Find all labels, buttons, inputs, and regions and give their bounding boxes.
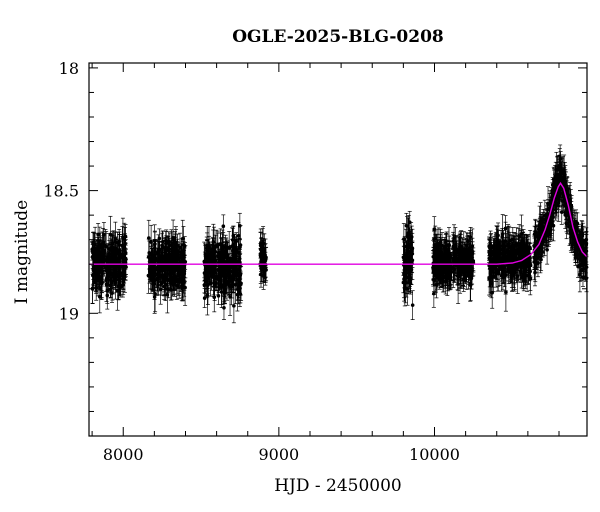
data-point [183,269,188,306]
data-point [155,269,160,288]
y-tick-label: 18.5 [43,182,79,201]
data-point [111,246,116,278]
data-point [147,240,152,266]
data-point [107,240,112,258]
data-point [532,225,537,243]
data-point [182,236,187,256]
data-points-layer [90,144,589,324]
data-point [150,261,155,293]
x-tick-label: 8000 [103,445,144,464]
data-point [236,222,241,250]
data-point [96,236,101,269]
y-tick-label: 19 [59,304,79,323]
data-point [122,222,127,255]
chart-title: OGLE-2025-BLG-0208 [232,27,444,47]
data-point [160,230,165,264]
data-point [157,228,162,249]
x-tick-label: 9000 [259,445,300,464]
data-point [410,290,415,321]
data-point [104,247,109,274]
data-point [100,248,105,269]
data-point [176,265,181,285]
data-point [165,253,170,272]
x-axis-label: HJD - 2450000 [274,476,402,496]
data-point [122,257,127,293]
data-point [92,245,97,273]
y-axis-label: I magnitude [12,200,32,304]
y-tick-label: 18 [59,59,79,78]
data-point [96,223,101,246]
x-tick-label: 10000 [409,445,460,464]
data-point [179,264,184,283]
data-point [91,246,96,287]
data-point [148,256,153,290]
data-point [115,238,120,269]
data-point [115,257,120,275]
data-point [162,237,167,276]
